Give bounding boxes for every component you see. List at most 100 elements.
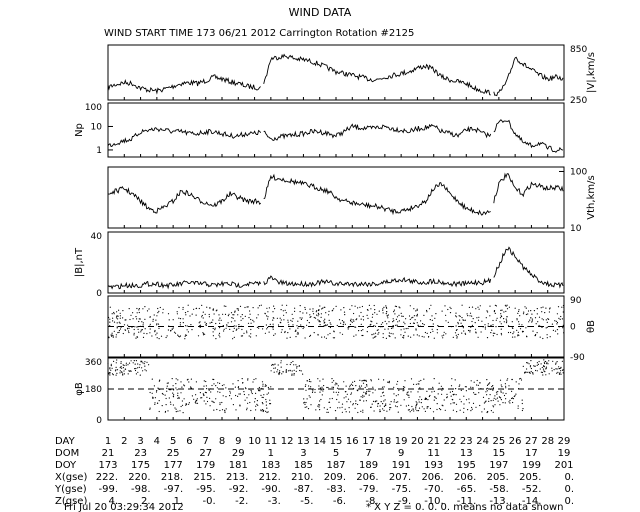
scatter-point <box>179 336 181 338</box>
table-cell: 18 <box>378 436 391 447</box>
scatter-point <box>398 314 400 316</box>
scatter-point <box>303 402 305 404</box>
scatter-point <box>526 362 528 364</box>
table-cell: 26 <box>509 436 522 447</box>
scatter-point <box>463 330 465 332</box>
scatter-point <box>170 329 172 332</box>
scatter-point <box>356 389 358 391</box>
scatter-point <box>341 333 344 335</box>
scatter-point <box>314 391 316 393</box>
scatter-point <box>107 362 109 364</box>
scatter-point <box>530 317 532 319</box>
scatter-point <box>108 316 110 319</box>
scatter-point <box>274 333 276 335</box>
scatter-point <box>204 313 206 315</box>
scatter-point <box>319 391 321 393</box>
scatter-point <box>534 335 536 337</box>
scatter-point <box>382 333 384 335</box>
scatter-point <box>531 372 534 374</box>
scatter-point <box>306 406 308 408</box>
scatter-point <box>556 313 559 315</box>
scatter-point <box>521 399 523 401</box>
scatter-point <box>415 383 417 385</box>
scatter-point <box>124 319 126 321</box>
scatter-point <box>556 372 558 374</box>
scatter-point <box>394 324 397 326</box>
scatter-point <box>396 324 398 326</box>
scatter-point <box>139 364 141 366</box>
scatter-point <box>471 315 473 317</box>
scatter-point <box>465 390 467 392</box>
scatter-point <box>492 319 494 322</box>
scatter-point <box>368 390 370 392</box>
scatter-point <box>122 332 124 335</box>
scatter-point <box>382 322 384 324</box>
table-cell: 2. <box>141 496 151 507</box>
scatter-point <box>433 378 435 380</box>
scatter-point <box>199 392 201 394</box>
scatter-point <box>372 392 374 394</box>
scatter-point <box>549 336 551 338</box>
scatter-point <box>408 396 410 398</box>
scatter-point <box>212 319 214 321</box>
scatter-point <box>405 328 407 330</box>
scatter-point <box>208 389 210 391</box>
scatter-point <box>347 328 349 330</box>
scatter-point <box>472 386 474 389</box>
table-cell: -6. <box>333 496 346 507</box>
scatter-point <box>554 320 556 322</box>
scatter-point <box>229 328 231 330</box>
scatter-point <box>326 386 328 389</box>
scatter-point <box>457 321 459 324</box>
scatter-point <box>359 379 361 381</box>
scatter-point <box>256 317 258 319</box>
scatter-point <box>513 395 515 398</box>
scatter-point <box>458 315 460 317</box>
scatter-point <box>115 334 117 336</box>
scatter-point <box>277 364 279 366</box>
scatter-point <box>218 334 220 336</box>
scatter-point <box>478 316 480 318</box>
scatter-point <box>404 331 406 333</box>
scatter-point <box>191 313 193 315</box>
scatter-point <box>182 412 184 414</box>
scatter-point <box>333 391 335 393</box>
scatter-point <box>325 312 327 314</box>
scatter-point <box>477 336 479 338</box>
scatter-point <box>113 313 115 315</box>
scatter-point <box>165 397 167 400</box>
scatter-point <box>559 367 561 370</box>
table-cell: 191 <box>392 460 411 471</box>
scatter-point <box>494 312 496 314</box>
scatter-point <box>169 401 172 403</box>
scatter-point <box>416 309 418 311</box>
scatter-point <box>352 319 354 321</box>
scatter-point <box>529 365 532 367</box>
scatter-point <box>519 315 521 317</box>
scatter-point <box>300 370 302 372</box>
scatter-point <box>202 311 204 313</box>
scatter-point <box>250 391 253 393</box>
row-label: DOM <box>55 448 79 459</box>
scatter-point <box>299 305 301 307</box>
scatter-point <box>260 409 262 411</box>
scatter-point <box>281 373 283 375</box>
scatter-point <box>345 411 347 413</box>
scatter-point <box>234 386 236 388</box>
scatter-point <box>349 384 351 386</box>
scatter-point <box>119 322 121 324</box>
scatter-point <box>452 409 454 411</box>
scatter-point <box>393 393 395 395</box>
scatter-point <box>270 326 272 328</box>
scatter-point <box>366 391 368 393</box>
scatter-point <box>266 328 268 330</box>
scatter-point <box>495 391 498 393</box>
scatter-point <box>416 334 418 336</box>
scatter-point <box>318 313 320 315</box>
scatter-point <box>250 328 252 331</box>
scatter-point <box>297 333 299 335</box>
scatter-point <box>458 385 460 387</box>
scatter-point <box>430 304 432 306</box>
scatter-point <box>255 405 257 407</box>
scatter-point <box>118 329 120 332</box>
